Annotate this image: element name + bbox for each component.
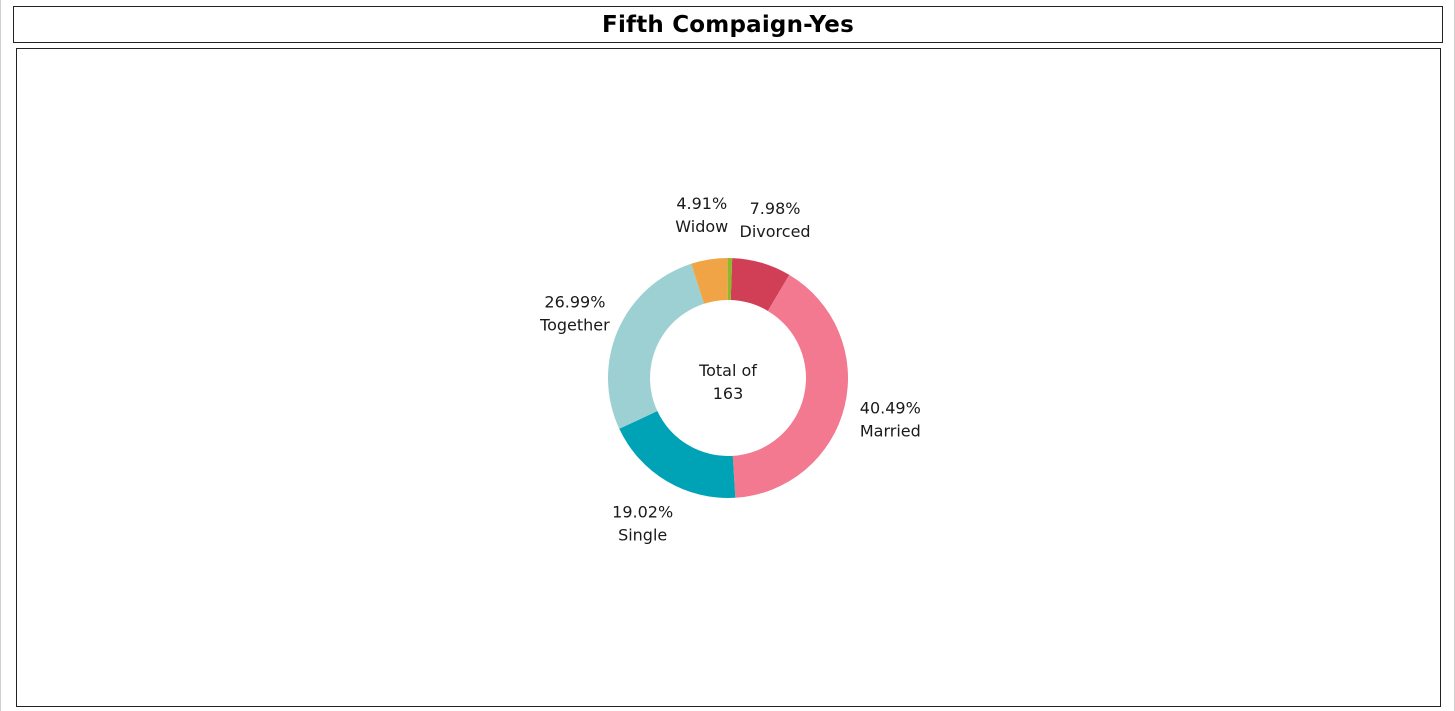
center-label-caption: Total of <box>698 361 757 380</box>
slice-single[interactable] <box>619 411 736 498</box>
slice-percent-label: 26.99% <box>544 292 605 311</box>
donut-chart: 7.98% Divorced 40.49% Married 19.02% Single 26… <box>539 194 921 545</box>
slice-percent-label: 40.49% <box>860 398 921 417</box>
center-label-total: 163 <box>713 384 744 403</box>
slice-married[interactable] <box>732 274 849 498</box>
chart-panel: 7.98% Divorced 40.49% Married 19.02% Single 26… <box>16 48 1441 707</box>
slice-category-label: Single <box>618 526 667 545</box>
slice-category-label: Married <box>860 421 921 440</box>
slice-percent-label: 19.02% <box>612 503 673 522</box>
slice-other[interactable] <box>727 258 733 301</box>
chart-title-box: Fifth Compaign-Yes <box>13 6 1443 43</box>
slice-together[interactable] <box>608 263 705 429</box>
slice-percent-label: 4.91% <box>676 194 727 213</box>
slice-widow[interactable] <box>691 258 728 304</box>
chart-title: Fifth Compaign-Yes <box>602 11 854 38</box>
slice-category-label: Together <box>539 315 610 334</box>
slice-category-label: Divorced <box>740 222 811 241</box>
slice-divorced[interactable] <box>730 258 790 311</box>
slice-percent-label: 7.98% <box>750 199 801 218</box>
slice-category-label: Widow <box>675 217 728 236</box>
